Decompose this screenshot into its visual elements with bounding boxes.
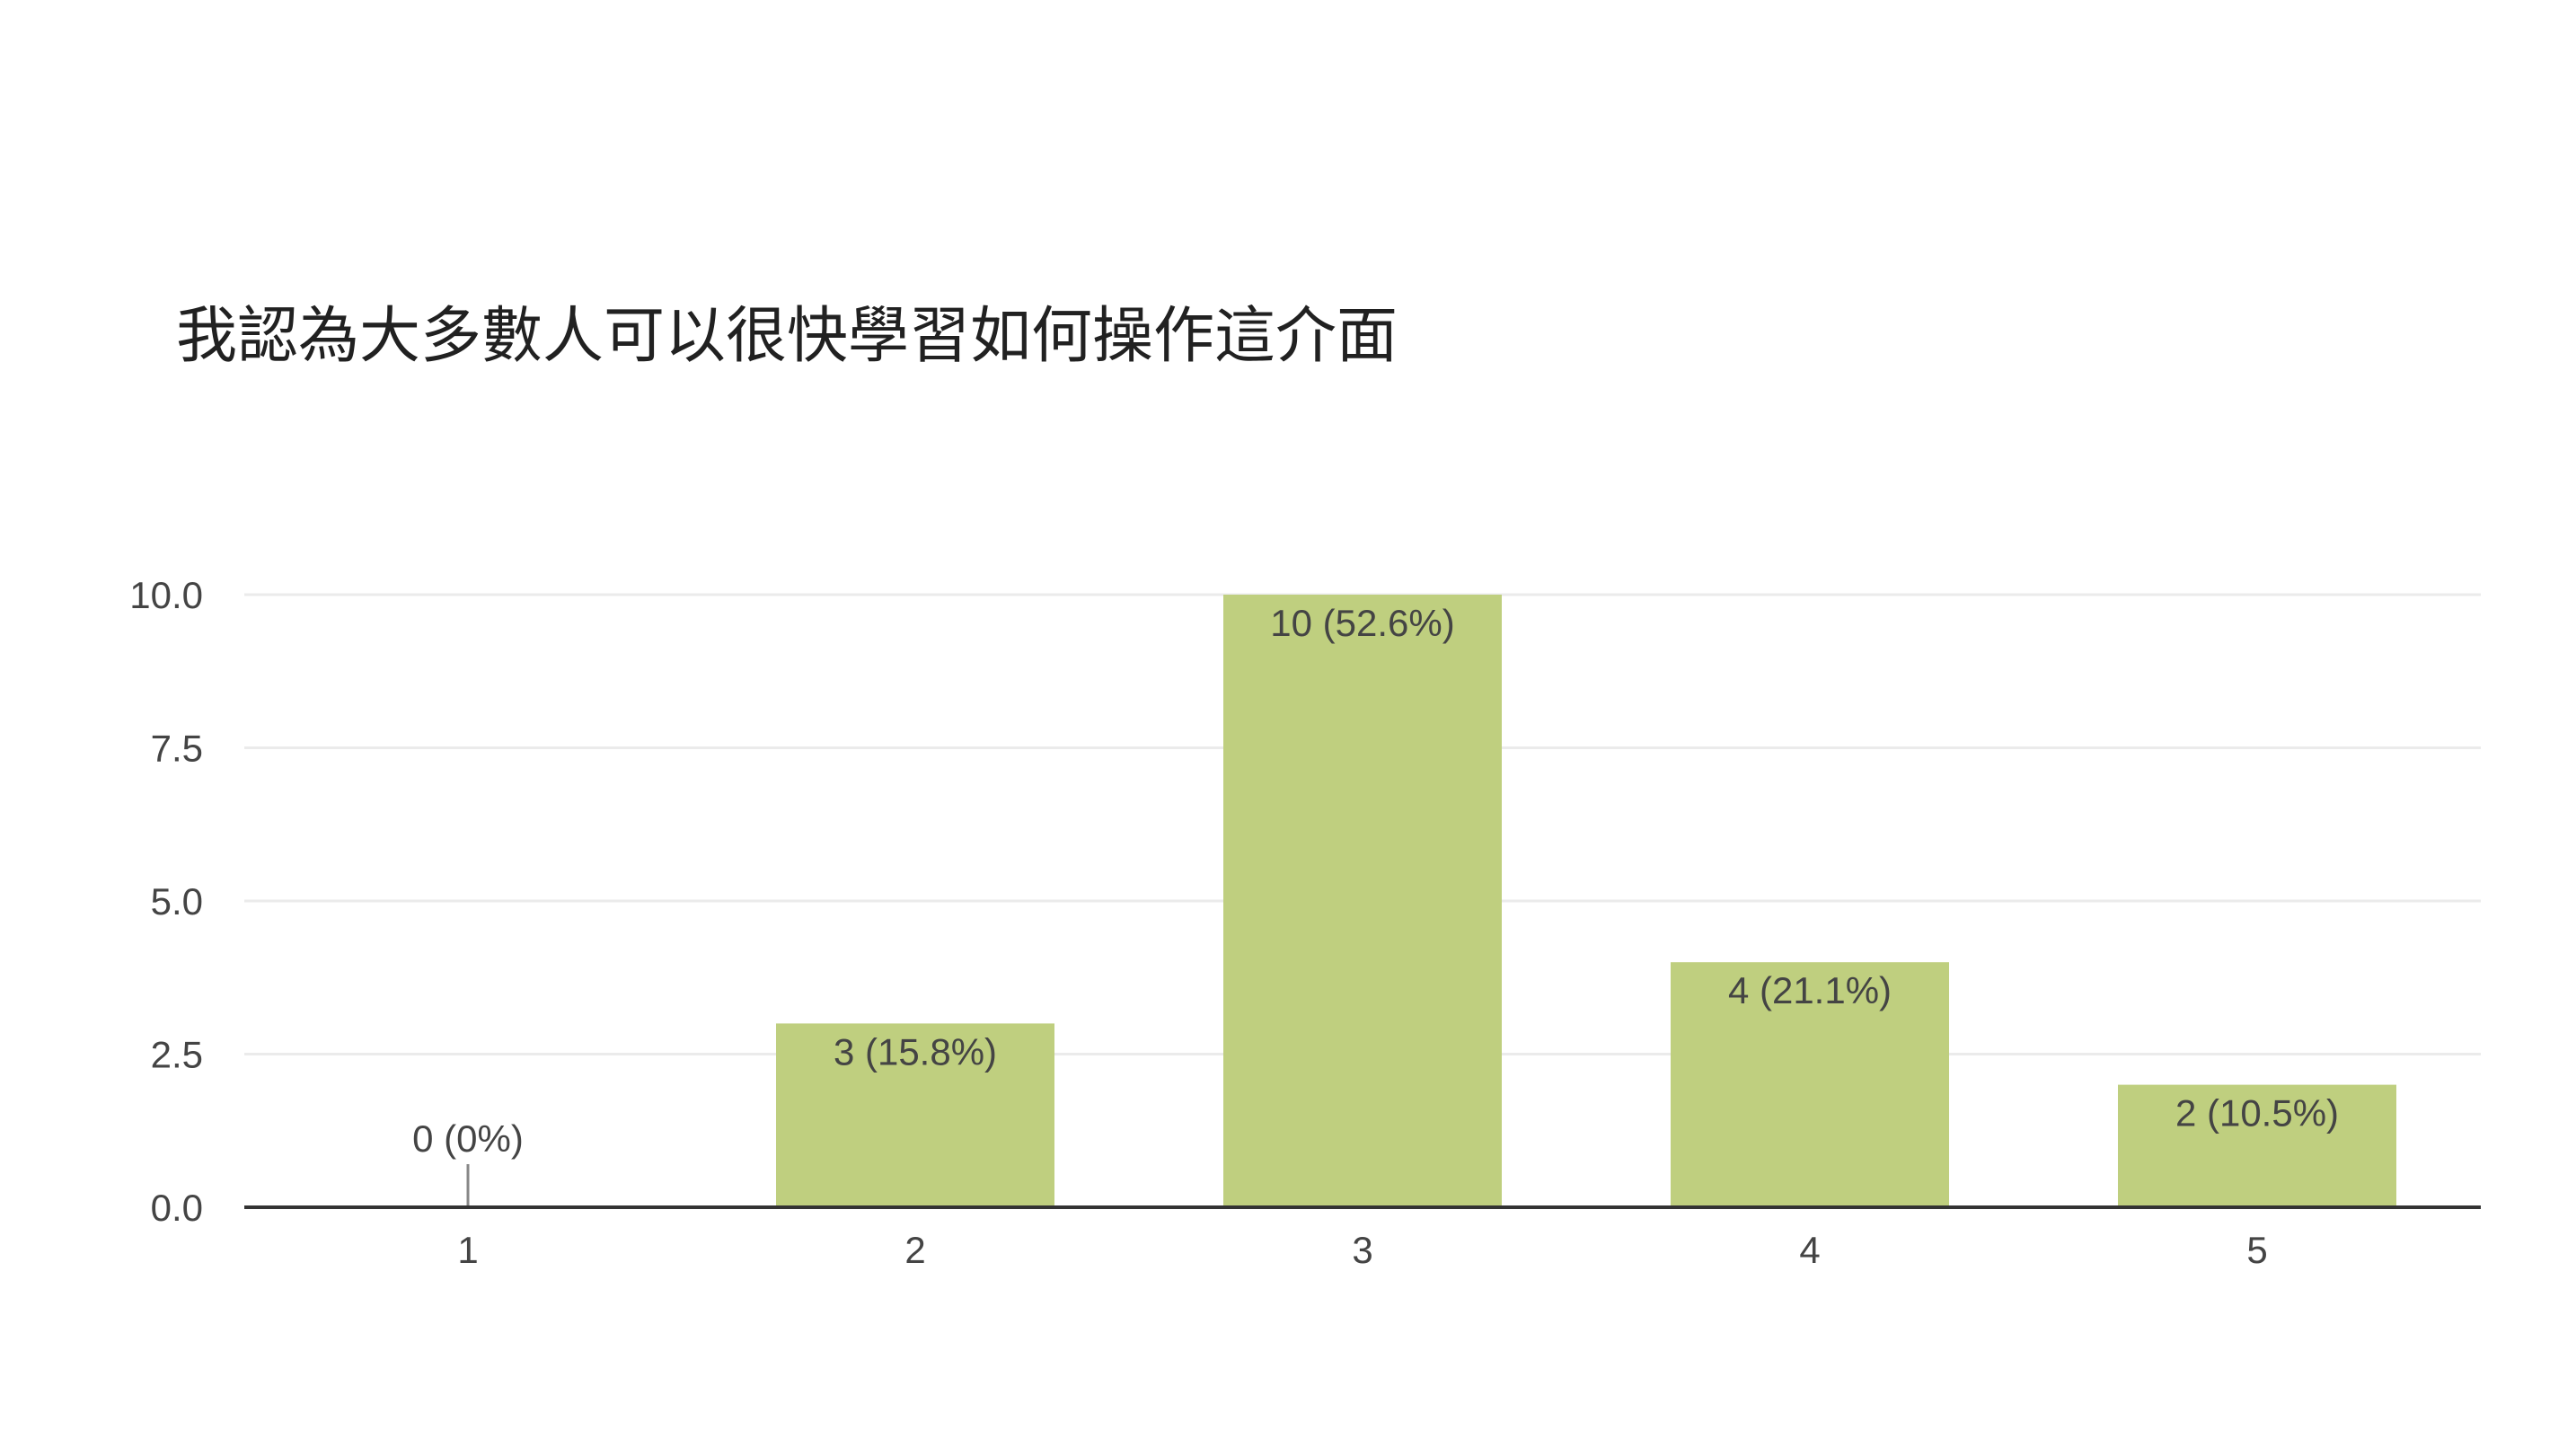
data-label: 10 (52.6%) <box>1270 602 1454 644</box>
bars <box>466 595 2396 1207</box>
x-axis-ticks: 1 2 3 4 5 <box>457 1229 2267 1271</box>
y-tick-label: 2.5 <box>151 1034 203 1076</box>
y-axis-ticks: 0.0 2.5 5.0 7.5 10.0 <box>129 574 203 1229</box>
x-tick-label: 1 <box>457 1229 478 1271</box>
y-tick-label: 10.0 <box>129 574 203 616</box>
bar[interactable] <box>1671 962 1949 1207</box>
x-tick-label: 3 <box>1352 1229 1372 1271</box>
chart-title: 我認為大多數人可以很快學習如何操作這介面 <box>176 301 1398 372</box>
data-label: 0 (0%) <box>412 1117 524 1160</box>
x-tick-label: 2 <box>904 1229 925 1271</box>
data-label: 3 (15.8%) <box>834 1030 997 1073</box>
bar[interactable] <box>776 1023 1054 1207</box>
x-tick-label: 4 <box>1799 1229 1820 1271</box>
bar[interactable] <box>2118 1084 2396 1207</box>
x-tick-label: 5 <box>2246 1229 2267 1271</box>
bar[interactable] <box>1223 595 1502 1207</box>
data-label: 4 (21.1%) <box>1728 969 1892 1011</box>
y-tick-label: 5.0 <box>151 880 203 923</box>
y-tick-label: 0.0 <box>151 1187 203 1229</box>
data-label: 2 (10.5%) <box>2175 1092 2339 1135</box>
y-tick-label: 7.5 <box>151 728 203 770</box>
data-labels: 0 (0%) 3 (15.8%) 10 (52.6%) 4 (21.1%) 2 (10.… <box>412 602 2339 1160</box>
